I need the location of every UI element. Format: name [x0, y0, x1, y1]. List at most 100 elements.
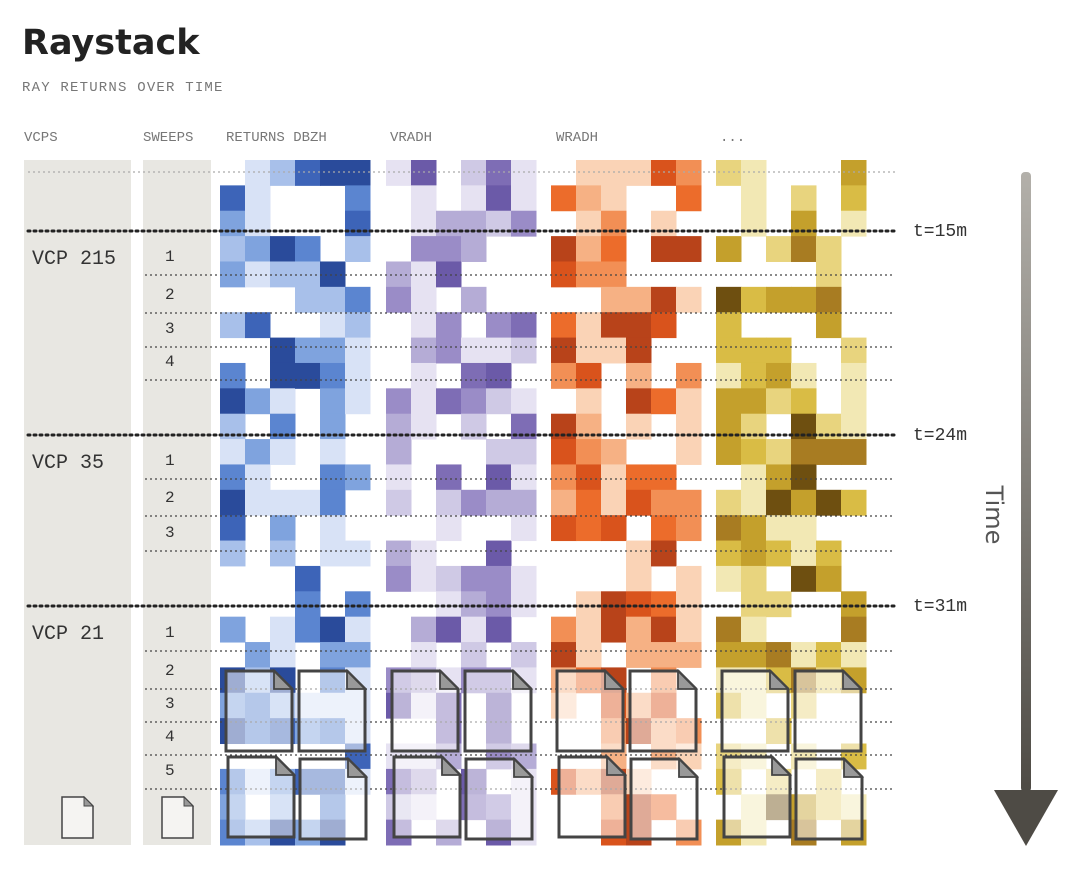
- return-cell: [511, 160, 537, 186]
- return-cell: [320, 489, 346, 516]
- return-cell: [245, 439, 271, 465]
- return-cell: [551, 236, 577, 262]
- return-cell: [436, 312, 462, 339]
- return-cell: [320, 337, 346, 364]
- return-cell: [576, 388, 602, 415]
- return-cell: [220, 185, 246, 212]
- return-cell: [511, 337, 537, 364]
- return-cell: [461, 337, 487, 364]
- return-cell: [486, 312, 512, 339]
- return-cell: [411, 312, 437, 339]
- sweep-number: 3: [165, 695, 175, 713]
- return-cell: [386, 540, 412, 567]
- return-cell: [461, 210, 487, 237]
- return-cell: [626, 388, 652, 415]
- return-cell: [461, 362, 487, 389]
- return-cell: [436, 236, 462, 262]
- return-cell: [791, 489, 817, 516]
- return-cell: [270, 540, 296, 567]
- return-cell: [576, 616, 602, 643]
- return-cell: [841, 591, 867, 618]
- return-cell: [626, 337, 652, 364]
- file-fold: [843, 756, 865, 778]
- return-cell: [716, 388, 742, 415]
- return-cell: [386, 464, 412, 491]
- return-cell: [676, 565, 702, 592]
- return-cell: [436, 337, 462, 364]
- return-cell: [411, 337, 437, 364]
- return-cell: [551, 642, 577, 668]
- return-cell: [220, 540, 246, 567]
- return-cell: [436, 515, 462, 542]
- return-cell: [791, 388, 817, 415]
- column-header: WRADH: [556, 130, 598, 146]
- return-cell: [320, 439, 346, 465]
- return-cell: [320, 642, 346, 668]
- sweep-number: 2: [165, 286, 175, 304]
- return-cell: [411, 388, 437, 415]
- return-cell: [551, 464, 577, 491]
- return-cell: [486, 337, 512, 364]
- time-mark: t=31m: [913, 597, 967, 617]
- return-cell: [676, 236, 702, 262]
- return-cell: [345, 540, 371, 567]
- return-cell: [411, 565, 437, 592]
- return-cell: [676, 591, 702, 618]
- return-cell: [791, 210, 817, 237]
- column-header: ...: [720, 130, 745, 146]
- return-cell: [436, 261, 462, 288]
- sweep-number: 4: [165, 728, 175, 746]
- file-fold: [678, 756, 700, 778]
- return-cell: [345, 642, 371, 668]
- return-cell: [741, 489, 767, 516]
- return-cell: [741, 565, 767, 592]
- return-cell: [486, 464, 512, 491]
- return-cell: [511, 565, 537, 592]
- return-cell: [511, 312, 537, 339]
- return-cell: [576, 312, 602, 339]
- return-cell: [601, 210, 627, 237]
- return-cell: [551, 362, 577, 389]
- return-cell: [220, 489, 246, 516]
- return-cell: [220, 312, 246, 339]
- return-cell: [576, 362, 602, 389]
- return-cell: [741, 337, 767, 364]
- file-icon: [61, 796, 94, 839]
- return-cell: [411, 160, 437, 186]
- return-cell: [816, 540, 842, 567]
- sweep-number: 4: [165, 353, 175, 371]
- return-cell: [486, 185, 512, 212]
- return-cell: [766, 286, 792, 313]
- sweep-number: 5: [165, 762, 175, 780]
- return-cell: [741, 591, 767, 618]
- return-cell: [345, 337, 371, 364]
- return-cell: [461, 236, 487, 262]
- return-cell: [220, 236, 246, 262]
- subtitle: RAY RETURNS OVER TIME: [22, 80, 224, 96]
- return-cell: [576, 642, 602, 668]
- return-cell: [601, 464, 627, 491]
- return-cell: [551, 616, 577, 643]
- return-cell: [411, 362, 437, 389]
- return-cell: [651, 388, 677, 415]
- return-cell: [511, 388, 537, 415]
- return-cell: [816, 565, 842, 592]
- return-cell: [766, 362, 792, 389]
- return-cell: [651, 210, 677, 237]
- return-cell: [791, 185, 817, 212]
- return-cell: [345, 591, 371, 618]
- file-fold: [441, 754, 463, 776]
- return-cell: [245, 236, 271, 262]
- return-cell: [551, 515, 577, 542]
- column-header: SWEEPS: [143, 130, 193, 146]
- return-cell: [345, 388, 371, 415]
- return-cell: [601, 489, 627, 516]
- return-cell: [791, 515, 817, 542]
- return-cell: [386, 286, 412, 313]
- return-cell: [576, 160, 602, 186]
- return-cell: [270, 642, 296, 668]
- return-cell: [766, 464, 792, 491]
- return-cell: [716, 312, 742, 339]
- column-header: VCPS: [24, 130, 58, 146]
